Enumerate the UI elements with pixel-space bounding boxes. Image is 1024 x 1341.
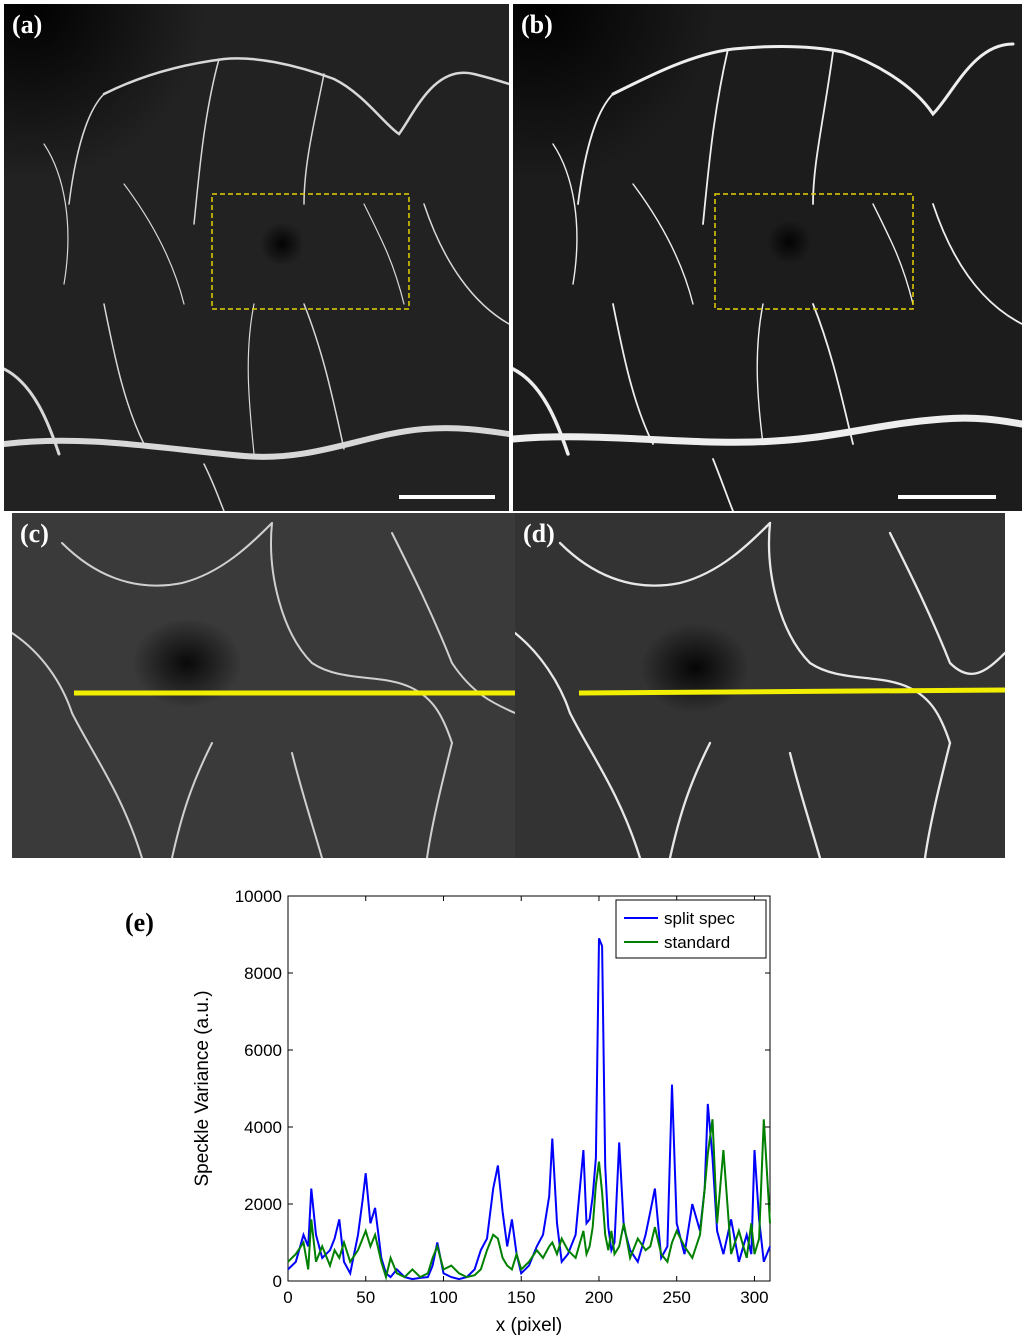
y-tick-label: 4000 <box>244 1118 282 1137</box>
zoom-image-c <box>12 513 515 858</box>
vessel-image-a <box>4 4 509 511</box>
y-tick-label: 10000 <box>235 887 282 906</box>
y-axis-label: Speckle Variance (a.u.) <box>192 990 213 1186</box>
series-line-standard <box>287 1119 771 1281</box>
legend-entry: standard <box>664 933 730 952</box>
panel-label-d: (d) <box>523 519 555 548</box>
profile-line-d <box>578 687 1005 696</box>
angiogram-panel-b: (b) <box>513 4 1022 511</box>
series-line-split-spec <box>287 938 771 1281</box>
panel-label-e: (e) <box>125 908 154 937</box>
x-tick-label: 0 <box>283 1288 292 1307</box>
roi-box-b <box>714 193 914 310</box>
y-tick-label: 0 <box>273 1272 282 1291</box>
y-tick-label: 8000 <box>244 964 282 983</box>
panel-label-a: (a) <box>12 10 43 39</box>
x-tick-label: 150 <box>507 1288 535 1307</box>
legend-box <box>615 899 767 959</box>
speckle-variance-chart: 0 50 100 150 200 250 300 0 2000 4000 6000 8000 10000… <box>180 875 1000 1336</box>
legend-entry: split spec <box>664 909 735 928</box>
x-tick-label: 100 <box>429 1288 457 1307</box>
panel-label-c: (c) <box>20 519 49 548</box>
angiogram-panel-a: (a) <box>4 4 509 511</box>
x-tick-label: 200 <box>585 1288 613 1307</box>
x-tick-label: 300 <box>740 1288 768 1307</box>
y-tick-label: 6000 <box>244 1041 282 1060</box>
scale-bar-a <box>399 495 495 499</box>
roi-box-a <box>211 193 410 310</box>
x-tick-label: 250 <box>663 1288 691 1307</box>
chart-svg: 0 50 100 150 200 250 300 0 2000 4000 6000 8000 10000… <box>192 887 771 1336</box>
zoom-image-d <box>515 513 1005 858</box>
y-tick-label: 2000 <box>244 1195 282 1214</box>
zoom-panel-d: (d) <box>515 513 1005 858</box>
scale-bar-b <box>898 495 996 499</box>
vessel-image-b <box>513 4 1022 511</box>
x-axis-label: x (pixel) <box>496 1315 563 1335</box>
series-group <box>287 938 771 1281</box>
x-tick-label: 50 <box>356 1288 375 1307</box>
zoom-panel-c: (c) <box>12 513 515 858</box>
panel-label-b: (b) <box>521 10 553 39</box>
